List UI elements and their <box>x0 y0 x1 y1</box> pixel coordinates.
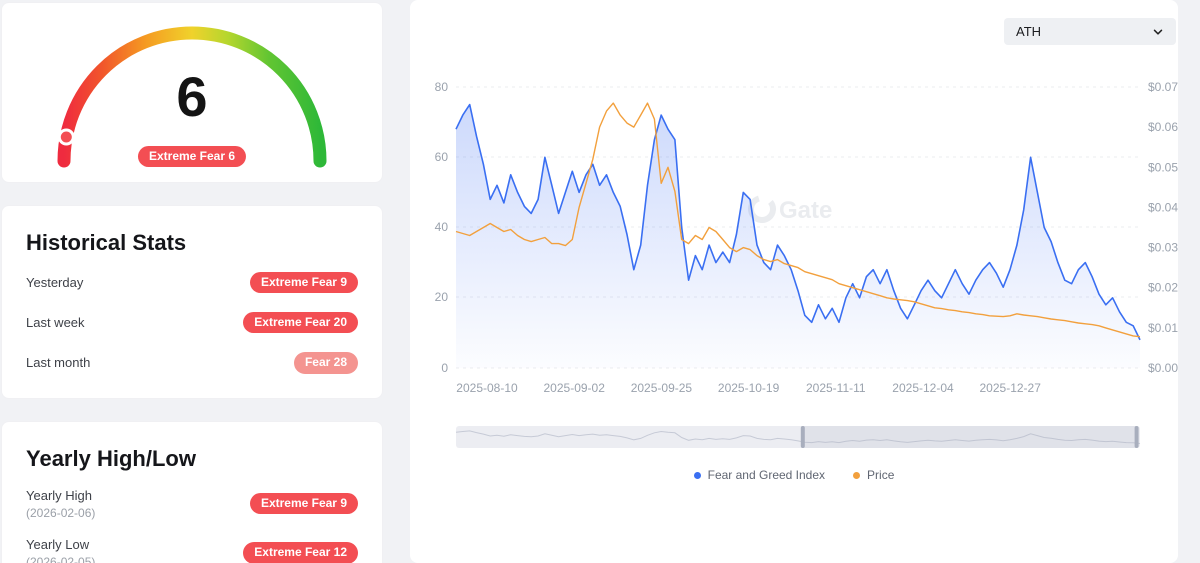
fear-greed-chart[interactable]: Gate 80 60 40 20 0 $0.07 $0.06 $0.05 $0.… <box>410 70 1178 400</box>
stat-row-last-month: Last month Fear 28 <box>26 352 358 374</box>
svg-text:$0.05: $0.05 <box>1148 160 1178 174</box>
price-line <box>455 102 1141 338</box>
svg-text:$0.01: $0.01 <box>1148 321 1178 335</box>
svg-text:2025-10-19: 2025-10-19 <box>718 381 780 395</box>
yearly-title: Yearly High/Low <box>26 445 196 471</box>
svg-text:$0.03: $0.03 <box>1148 241 1178 255</box>
chart-range-brush[interactable] <box>410 425 1178 449</box>
legend-item-price[interactable]: Price <box>853 468 894 482</box>
svg-text:40: 40 <box>435 220 449 234</box>
brush-waveform <box>455 430 1141 444</box>
svg-text:$0.00: $0.00 <box>1148 361 1178 375</box>
gauge-track <box>57 26 327 168</box>
chart-panel: ATH Gate 80 <box>410 0 1178 563</box>
gate-watermark: Gate <box>748 195 832 224</box>
stat-label: Yesterday <box>26 275 84 291</box>
fgi-area-fill <box>456 104 1140 368</box>
legend-item-fgi[interactable]: Fear and Greed Index <box>693 468 826 482</box>
brush-selection[interactable] <box>802 426 1137 448</box>
legend-label-price: Price <box>867 468 895 482</box>
historical-stats-card: Historical Stats Yesterday Extreme Fear … <box>1 205 383 399</box>
svg-text:20: 20 <box>435 290 449 304</box>
status-badge: Extreme Fear 20 <box>243 312 358 334</box>
chart-legend: Fear and Greed Index Price <box>410 468 1178 482</box>
yearly-low-label: Yearly Low <box>26 536 90 552</box>
svg-text:2025-08-10: 2025-08-10 <box>456 381 518 395</box>
svg-text:2025-09-25: 2025-09-25 <box>631 381 693 395</box>
status-badge: Fear 28 <box>293 352 358 374</box>
svg-text:2025-12-27: 2025-12-27 <box>980 381 1042 395</box>
range-selector-dropdown[interactable]: ATH <box>1004 18 1176 45</box>
chevron-down-icon <box>1153 29 1163 35</box>
stat-label: Last month <box>26 355 91 371</box>
legend-label-fgi: Fear and Greed Index <box>707 468 826 482</box>
left-axis-labels: 80 60 40 20 0 <box>435 80 449 375</box>
stat-row-yesterday: Yesterday Extreme Fear 9 <box>26 272 358 294</box>
status-badge: Extreme Fear 9 <box>249 493 358 515</box>
legend-dot-orange <box>853 471 861 479</box>
stat-row-last-week: Last week Extreme Fear 20 <box>26 312 358 334</box>
status-badge: Extreme Fear 9 <box>249 272 358 294</box>
yearly-low-row: Yearly Low (2026-02-05) Extreme Fear 12 <box>26 537 358 563</box>
fear-greed-gauge-card: 6 Extreme Fear 6 <box>1 2 383 183</box>
yearly-high-date: (2026-02-06) <box>26 505 96 520</box>
stat-label: Last week <box>26 315 85 331</box>
brush-handle-end[interactable] <box>1134 426 1139 448</box>
gauge-status-badge: Extreme Fear 6 <box>137 146 247 168</box>
svg-text:2025-09-02: 2025-09-02 <box>544 381 606 395</box>
svg-text:2025-12-04: 2025-12-04 <box>892 381 954 395</box>
left-column: 6 Extreme Fear 6 Historical Stats Yester… <box>1 2 383 563</box>
brush-track[interactable] <box>456 426 1140 448</box>
yearly-low-date: (2026-02-05) <box>26 555 96 563</box>
gauge-value: 6 <box>176 65 208 128</box>
svg-text:60: 60 <box>435 150 449 164</box>
yearly-high-label: Yearly High <box>26 487 93 503</box>
svg-text:2025-11-11: 2025-11-11 <box>806 381 866 395</box>
svg-text:$0.06: $0.06 <box>1148 120 1178 134</box>
right-axis-labels: $0.07 $0.06 $0.05 $0.04 $0.03 $0.02 $0.0… <box>1148 80 1178 375</box>
svg-text:$0.04: $0.04 <box>1148 200 1178 214</box>
svg-text:Gate: Gate <box>779 197 832 224</box>
yearly-high-low-card: Yearly High/Low Yearly High (2026-02-06)… <box>1 420 383 563</box>
brush-handle-start[interactable] <box>800 426 805 448</box>
svg-text:$0.07: $0.07 <box>1148 80 1178 94</box>
yearly-high-row: Yearly High (2026-02-06) Extreme Fear 9 <box>26 488 358 520</box>
legend-dot-blue <box>693 471 701 479</box>
status-badge: Extreme Fear 12 <box>243 542 358 563</box>
gauge-value-marker <box>57 128 75 146</box>
x-axis-labels: 2025-08-10 2025-09-02 2025-09-25 2025-10… <box>456 381 1041 395</box>
historical-stats-title: Historical Stats <box>26 230 187 255</box>
svg-text:80: 80 <box>435 80 449 94</box>
gauge-arc <box>57 26 327 168</box>
svg-text:0: 0 <box>441 361 448 375</box>
range-selector-value: ATH <box>1016 24 1042 39</box>
svg-text:$0.02: $0.02 <box>1148 281 1178 295</box>
fgi-line <box>455 103 1141 341</box>
